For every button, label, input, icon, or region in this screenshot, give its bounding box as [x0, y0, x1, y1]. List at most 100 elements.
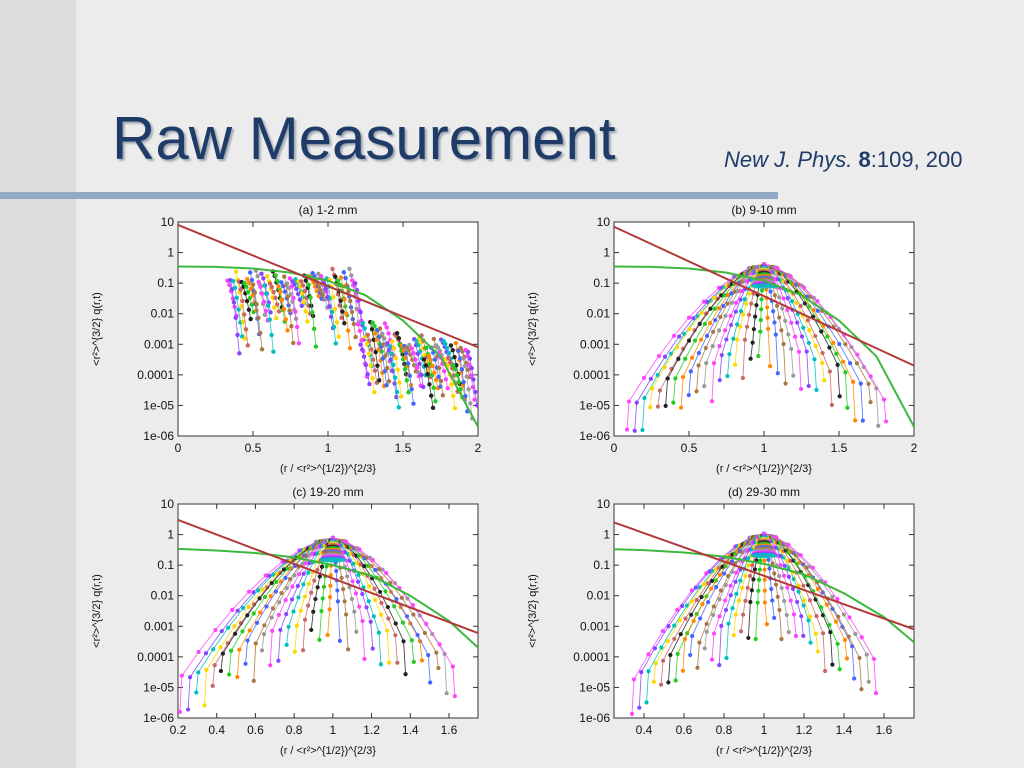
data-point	[446, 355, 451, 361]
data-point	[802, 598, 807, 603]
data-point	[665, 638, 670, 644]
data-point	[349, 309, 355, 315]
data-point	[335, 588, 340, 593]
data-point	[390, 339, 395, 344]
data-point	[343, 612, 349, 617]
data-point	[728, 583, 733, 588]
data-point	[859, 635, 864, 640]
data-point	[365, 563, 371, 568]
data-point	[460, 356, 466, 361]
data-point	[452, 354, 457, 360]
data-point	[722, 293, 727, 298]
data-point	[702, 321, 708, 326]
data-point	[785, 585, 790, 590]
data-point	[764, 622, 770, 627]
data-point	[727, 352, 732, 357]
data-point	[269, 332, 274, 338]
data-point	[715, 296, 720, 301]
data-point	[295, 291, 301, 297]
x-tick-label: 2	[911, 441, 918, 455]
data-point	[718, 588, 724, 593]
data-point	[276, 309, 282, 314]
data-point	[847, 360, 853, 366]
data-point	[717, 572, 723, 577]
data-point	[236, 307, 241, 312]
data-point	[233, 631, 238, 636]
x-tick-label: 1.4	[402, 723, 419, 737]
power-law-fit-line	[178, 224, 478, 349]
data-point	[784, 612, 789, 618]
x-tick-label: 2	[475, 441, 482, 455]
data-point	[372, 324, 377, 329]
data-point	[663, 403, 668, 408]
data-point	[844, 656, 850, 661]
data-point	[783, 381, 788, 386]
data-point	[698, 337, 704, 342]
data-point	[662, 354, 668, 359]
data-point	[801, 583, 806, 588]
data-point	[407, 342, 412, 348]
data-point	[276, 284, 281, 289]
x-tick-label: 0	[611, 441, 618, 455]
data-point	[741, 312, 746, 317]
data-point	[275, 278, 280, 284]
data-point	[753, 314, 758, 319]
data-point	[665, 376, 670, 381]
data-point	[409, 387, 414, 392]
data-point	[726, 621, 731, 626]
data-point	[769, 586, 774, 592]
data-point	[310, 310, 315, 315]
data-point	[385, 604, 390, 610]
data-point	[438, 378, 444, 384]
data-point	[709, 578, 715, 584]
x-tick-label: 1.6	[441, 723, 458, 737]
data-point	[237, 351, 242, 356]
data-point	[431, 336, 437, 342]
data-point	[202, 703, 207, 708]
data-point	[705, 581, 711, 586]
data-point	[845, 405, 850, 410]
data-point	[363, 362, 369, 368]
data-point	[404, 614, 410, 619]
data-point	[393, 621, 398, 626]
data-point	[655, 372, 660, 378]
data-point	[450, 347, 455, 353]
data-point	[287, 576, 293, 582]
data-point	[866, 381, 871, 386]
data-point	[725, 373, 730, 379]
data-point	[392, 375, 398, 380]
x-tick-label: 1.4	[836, 723, 853, 737]
data-point	[407, 373, 413, 378]
data-point	[448, 343, 454, 348]
data-point	[247, 295, 253, 301]
data-point	[271, 349, 276, 354]
data-point	[411, 401, 416, 406]
data-point	[263, 308, 269, 313]
data-point	[868, 400, 873, 405]
data-point	[360, 347, 365, 352]
data-point	[807, 614, 813, 619]
data-point	[309, 627, 314, 633]
data-point	[370, 357, 376, 362]
data-point	[373, 567, 378, 573]
data-point	[233, 315, 238, 321]
data-point	[719, 352, 724, 358]
data-point	[689, 599, 694, 604]
data-point	[265, 274, 270, 279]
data-point	[251, 590, 256, 595]
y-tick-label: 1	[167, 528, 174, 542]
data-point	[779, 585, 784, 591]
data-point	[286, 624, 291, 629]
data-point	[876, 423, 881, 428]
data-point	[337, 638, 342, 643]
data-point	[341, 270, 347, 275]
data-point	[723, 313, 728, 318]
data-point	[338, 275, 344, 280]
data-point	[733, 362, 738, 367]
data-point	[815, 308, 820, 313]
chart-title: (c) 19-20 mm	[292, 485, 363, 499]
data-point	[470, 384, 476, 390]
data-point	[748, 599, 753, 605]
data-point	[751, 327, 756, 332]
data-point	[798, 303, 803, 309]
